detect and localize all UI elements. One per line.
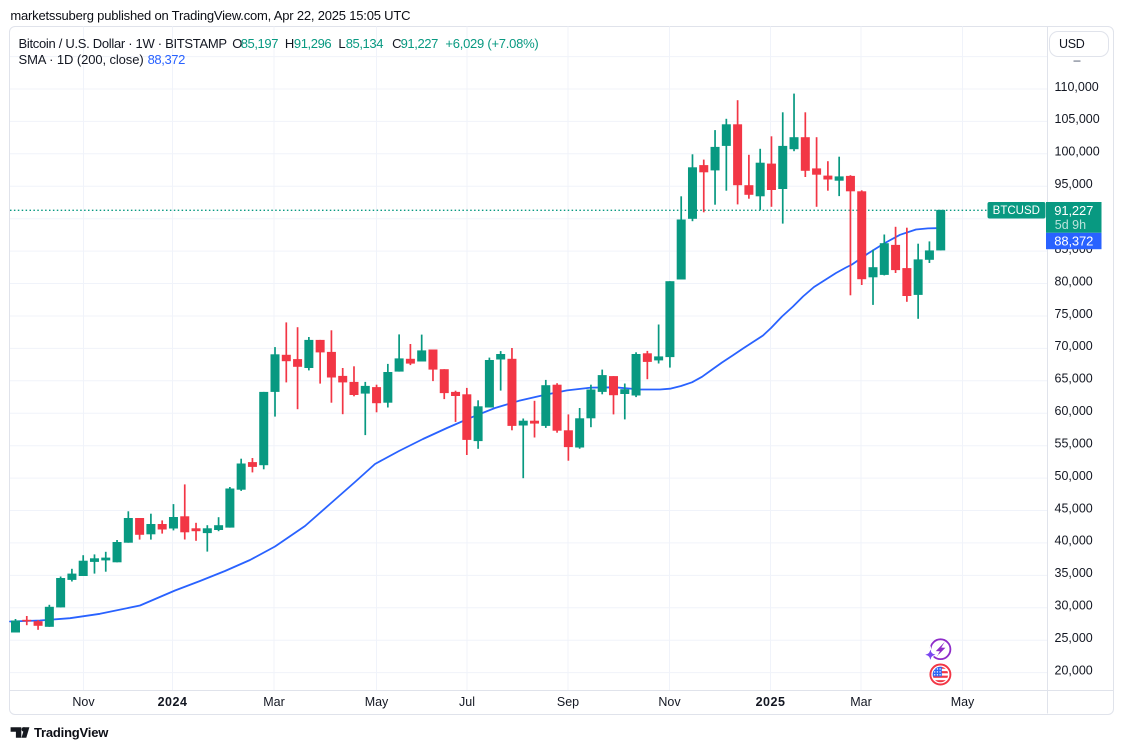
svg-text:50,000: 50,000 [1055, 469, 1093, 483]
svg-text:80,000: 80,000 [1055, 274, 1093, 288]
svg-text:55,000: 55,000 [1055, 437, 1093, 451]
svg-text:45,000: 45,000 [1055, 501, 1093, 515]
svg-text:40,000: 40,000 [1055, 534, 1093, 548]
svg-text:60,000: 60,000 [1055, 404, 1093, 418]
svg-text:Jul: Jul [459, 695, 475, 709]
svg-text:65,000: 65,000 [1055, 372, 1093, 386]
svg-text:35,000: 35,000 [1055, 566, 1093, 580]
svg-text:May: May [951, 695, 975, 709]
svg-text:May: May [365, 695, 389, 709]
svg-text:91,227: 91,227 [1054, 203, 1093, 218]
svg-text:Mar: Mar [263, 695, 285, 709]
svg-text:Mar: Mar [850, 695, 872, 709]
svg-text:BTCUSD: BTCUSD [993, 205, 1040, 217]
svg-text:75,000: 75,000 [1055, 307, 1093, 321]
svg-text:95,000: 95,000 [1055, 177, 1093, 191]
svg-text:110,000: 110,000 [1055, 80, 1099, 94]
svg-text:2025: 2025 [756, 695, 786, 709]
svg-text:Sep: Sep [557, 695, 579, 709]
svg-text:5d 9h: 5d 9h [1055, 218, 1086, 232]
svg-text:30,000: 30,000 [1055, 599, 1093, 613]
svg-text:70,000: 70,000 [1055, 339, 1093, 353]
svg-text:105,000: 105,000 [1055, 112, 1100, 126]
svg-text:25,000: 25,000 [1055, 631, 1093, 645]
svg-text:Nov: Nov [72, 695, 95, 709]
svg-text:Nov: Nov [658, 695, 681, 709]
svg-text:100,000: 100,000 [1055, 145, 1100, 159]
svg-text:88,372: 88,372 [1054, 234, 1093, 249]
svg-text:2024: 2024 [158, 695, 188, 709]
svg-text:20,000: 20,000 [1055, 663, 1093, 677]
